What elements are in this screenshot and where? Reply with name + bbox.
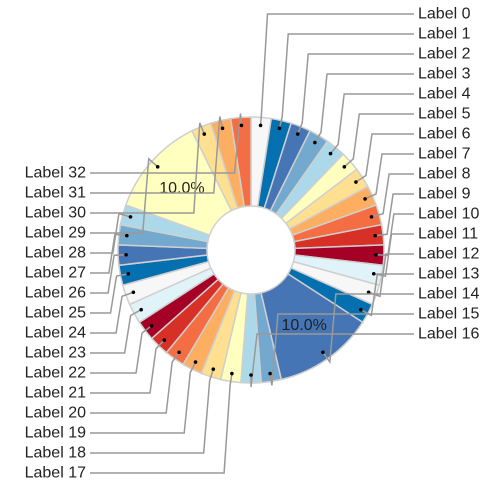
leader-line-0 bbox=[261, 14, 414, 125]
slice-label-28: Label 28 bbox=[25, 245, 86, 262]
slice-label-14: Label 14 bbox=[418, 286, 479, 303]
slice-label-15: Label 15 bbox=[418, 306, 479, 323]
slice-label-19: Label 19 bbox=[25, 425, 86, 442]
slice-label-3: Label 3 bbox=[418, 66, 471, 83]
slice-8-anchor-dot bbox=[370, 215, 374, 219]
slice-label-5: Label 5 bbox=[418, 106, 471, 123]
leader-line-7 bbox=[365, 154, 414, 199]
slice-label-11: Label 11 bbox=[418, 226, 478, 243]
slice-label-12: Label 12 bbox=[418, 246, 479, 263]
slice-label-10: Label 10 bbox=[418, 206, 479, 223]
slice-label-25: Label 25 bbox=[25, 305, 86, 322]
slice-label-31: Label 31 bbox=[25, 185, 86, 202]
leader-line-6 bbox=[356, 134, 414, 182]
slice-20-anchor-dot bbox=[177, 350, 181, 354]
slice-label-0: Label 0 bbox=[418, 6, 471, 23]
slice-3-anchor-dot bbox=[313, 141, 317, 145]
slices-group: 10.0% 10.0% bbox=[118, 117, 384, 383]
slice-6-anchor-dot bbox=[354, 180, 358, 184]
slice-label-4: Label 4 bbox=[418, 86, 471, 103]
slice-11-anchor-dot bbox=[372, 272, 376, 276]
slice-23-anchor-dot bbox=[139, 308, 143, 312]
slice-label-21: Label 21 bbox=[25, 385, 86, 402]
slice-label-8: Label 8 bbox=[418, 166, 471, 183]
slice-label-23: Label 23 bbox=[25, 345, 86, 362]
slice-25-anchor-dot bbox=[126, 272, 130, 276]
slice-19-anchor-dot bbox=[194, 360, 198, 364]
slice-label-9: Label 9 bbox=[418, 186, 471, 203]
slice-14-percent: 10.0% bbox=[282, 317, 327, 334]
slice-10-anchor-dot bbox=[374, 253, 378, 257]
slice-label-27: Label 27 bbox=[25, 265, 86, 282]
slice-label-24: Label 24 bbox=[25, 325, 86, 342]
slice-22-anchor-dot bbox=[150, 324, 154, 328]
slice-29-percent: 10.0% bbox=[159, 180, 204, 197]
slice-29-anchor-dot bbox=[156, 165, 160, 169]
slice-27-anchor-dot bbox=[125, 234, 129, 238]
slice-label-6: Label 6 bbox=[418, 126, 471, 143]
slice-1-anchor-dot bbox=[278, 126, 282, 130]
slice-14-anchor-dot bbox=[321, 350, 325, 354]
slice-label-20: Label 20 bbox=[25, 405, 86, 422]
slice-label-30: Label 30 bbox=[25, 205, 86, 222]
slice-2-anchor-dot bbox=[296, 132, 300, 136]
slice-9-anchor-dot bbox=[373, 234, 377, 238]
leader-line-21 bbox=[90, 340, 164, 393]
slice-label-2: Label 2 bbox=[418, 46, 471, 63]
slice-28-anchor-dot bbox=[129, 215, 133, 219]
slice-16-anchor-dot bbox=[249, 373, 253, 377]
slice-label-18: Label 18 bbox=[25, 445, 86, 462]
leader-line-3 bbox=[315, 74, 414, 143]
slice-13-anchor-dot bbox=[359, 308, 363, 312]
slice-4-anchor-dot bbox=[329, 152, 333, 156]
slice-label-32: Label 32 bbox=[25, 165, 86, 182]
slice-label-29: Label 29 bbox=[25, 225, 86, 242]
slice-21-anchor-dot bbox=[163, 338, 167, 342]
slice-label-16: Label 16 bbox=[418, 326, 479, 343]
slice-32-anchor-dot bbox=[240, 124, 244, 128]
slice-label-26: Label 26 bbox=[25, 285, 86, 302]
slice-7-anchor-dot bbox=[363, 197, 367, 201]
slice-18-anchor-dot bbox=[211, 367, 215, 371]
slice-label-1: Label 1 bbox=[418, 26, 471, 43]
leader-line-20 bbox=[90, 352, 179, 413]
labels-group: Label 0 Label 1 Label 2 Label 3 Label 4 Label… bbox=[25, 6, 480, 482]
leader-line-4 bbox=[331, 94, 414, 154]
slice-label-7: Label 7 bbox=[418, 146, 471, 163]
slice-label-22: Label 22 bbox=[25, 365, 86, 382]
slice-31-anchor-dot bbox=[221, 126, 225, 130]
slice-17-anchor-dot bbox=[230, 372, 234, 376]
slice-26-anchor-dot bbox=[124, 253, 128, 257]
slice-15-anchor-dot bbox=[268, 372, 272, 376]
slice-label-13: Label 13 bbox=[418, 266, 479, 283]
slice-0-anchor-dot bbox=[259, 124, 263, 128]
leader-line-5 bbox=[344, 114, 414, 167]
slice-5-anchor-dot bbox=[343, 165, 347, 169]
slice-label-17: Label 17 bbox=[25, 465, 86, 482]
slice-30-anchor-dot bbox=[202, 132, 206, 136]
slice-24-anchor-dot bbox=[132, 290, 136, 294]
leader-line-17 bbox=[90, 374, 232, 473]
